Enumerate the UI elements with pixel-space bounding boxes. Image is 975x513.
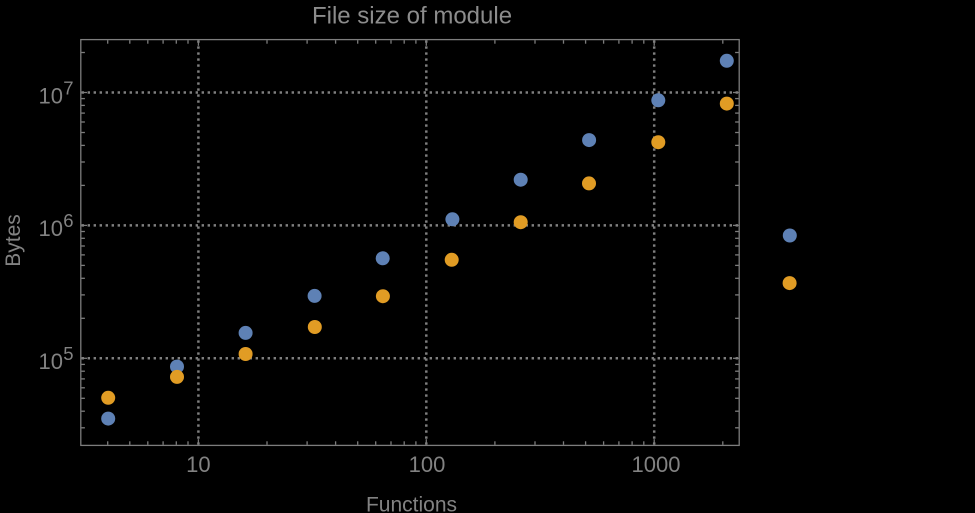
svg-text:10: 10 <box>39 83 63 108</box>
svg-text:10: 10 <box>186 452 210 477</box>
svg-text:100: 100 <box>409 452 446 477</box>
svg-text:10: 10 <box>39 216 63 241</box>
svg-text:7: 7 <box>63 77 73 98</box>
svg-text:File size of module: File size of module <box>312 2 512 29</box>
svg-text:10: 10 <box>39 349 63 374</box>
svg-text:Functions: Functions <box>366 493 457 513</box>
svg-text:5: 5 <box>63 343 73 364</box>
svg-text:Bytes: Bytes <box>2 214 25 267</box>
svg-text:1000: 1000 <box>632 452 681 477</box>
svg-text:6: 6 <box>63 210 73 231</box>
